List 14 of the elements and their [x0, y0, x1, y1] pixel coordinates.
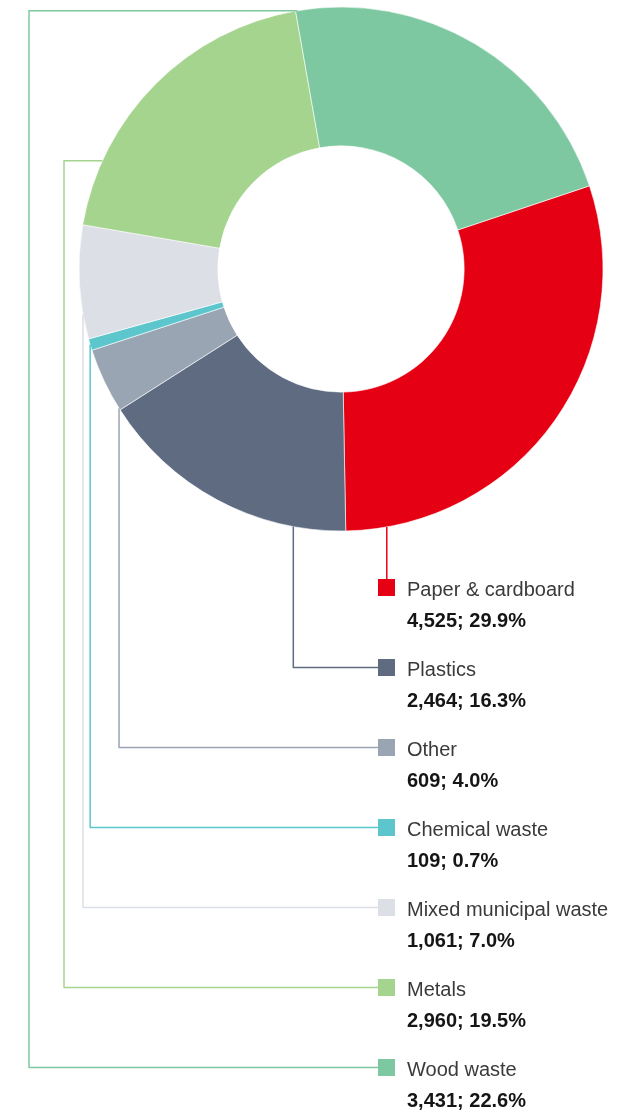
- legend-label: Plastics: [407, 658, 476, 680]
- legend-label: Metals: [407, 978, 466, 1000]
- legend-label: Other: [407, 738, 458, 760]
- data-label: 109; 0.7%: [407, 849, 499, 871]
- data-label: 609; 4.0%: [407, 769, 499, 791]
- data-label: 4,525; 29.9%: [407, 609, 526, 631]
- legend-label: Wood waste: [407, 1058, 517, 1080]
- legend-label: Paper & cardboard: [407, 578, 575, 600]
- data-label: 2,960; 19.5%: [407, 1009, 526, 1031]
- data-label: 2,464; 16.3%: [407, 689, 526, 711]
- legend-label: Chemical waste: [407, 818, 549, 840]
- data-label: 1,061; 7.0%: [407, 929, 515, 951]
- data-label: 3,431; 22.6%: [407, 1089, 526, 1111]
- legend-label: Mixed municipal waste: [407, 898, 609, 920]
